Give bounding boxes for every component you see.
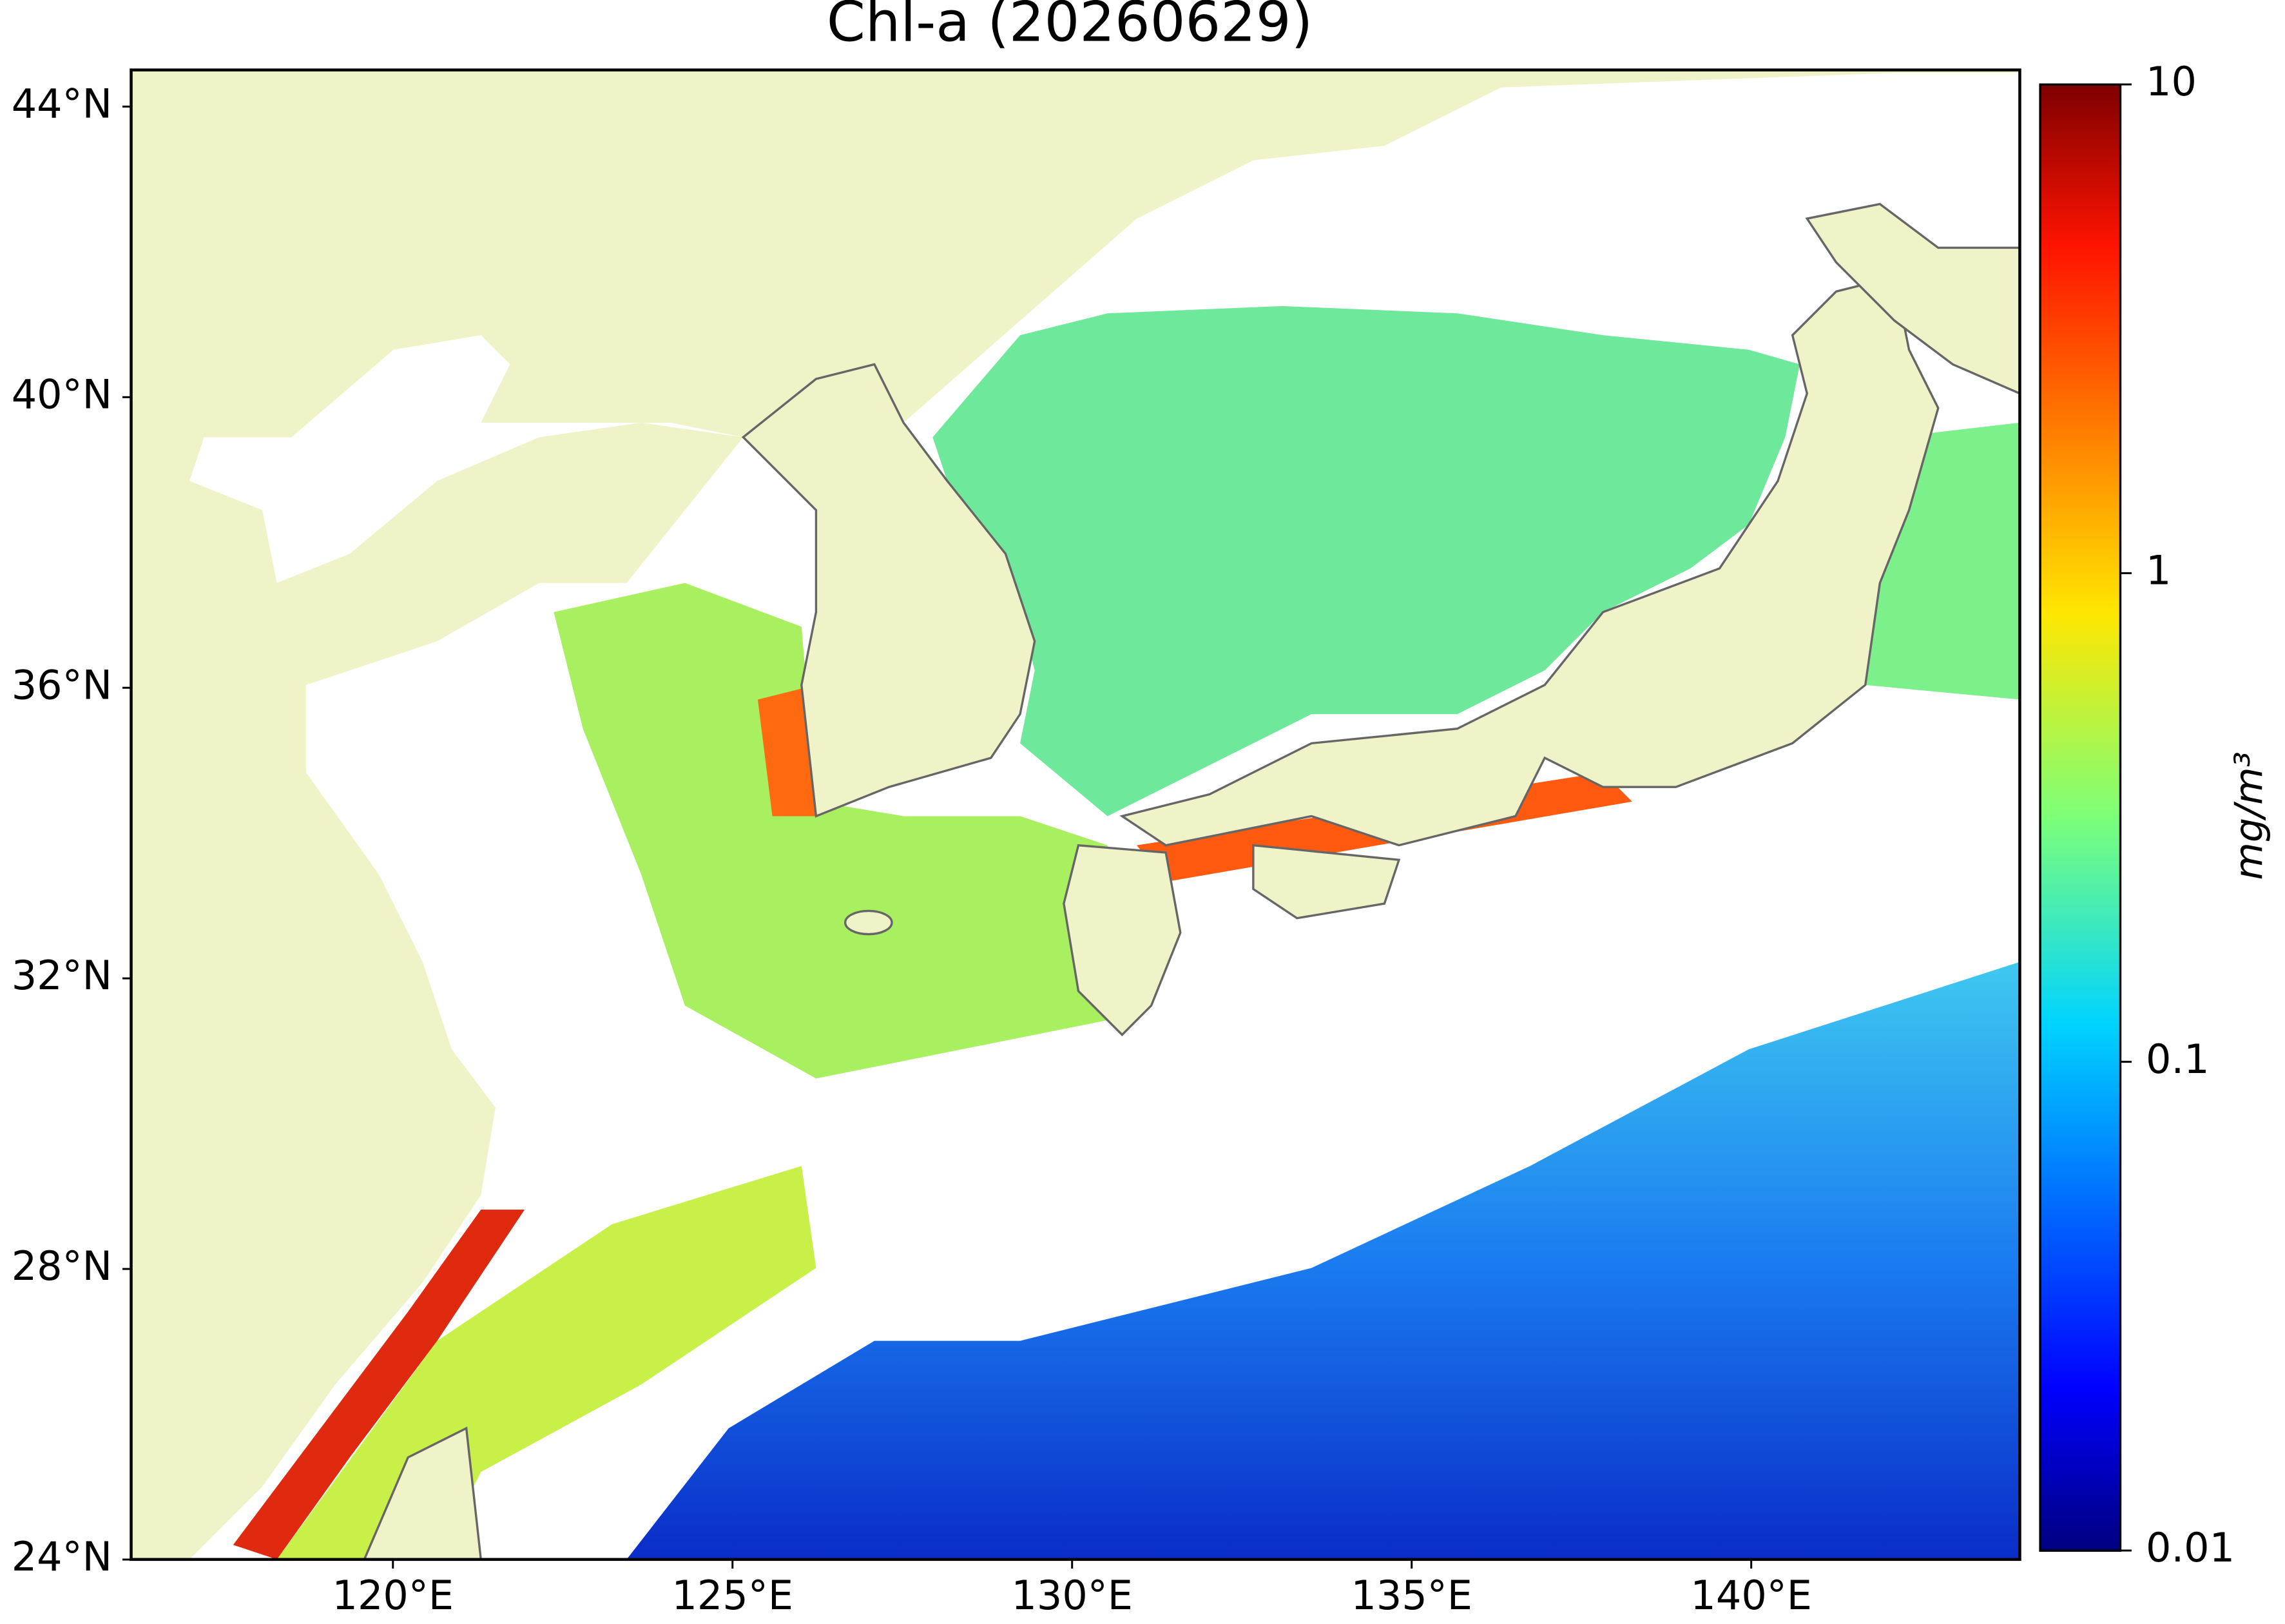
- honshu: [1119, 275, 1940, 847]
- hokkaido: [1805, 202, 2020, 395]
- jeju: [844, 909, 893, 936]
- colorbar: [2039, 83, 2122, 1552]
- y-tick-label: 24°N: [12, 1533, 112, 1580]
- x-tick-label: 125°E: [671, 1572, 793, 1619]
- taiwan: [363, 1426, 483, 1560]
- colorbar-tick-label: 0.01: [2146, 1524, 2235, 1571]
- shikoku: [1252, 844, 1401, 920]
- korea-coast-bloom: [757, 684, 816, 817]
- y-tick-label: 32°N: [12, 952, 112, 999]
- pacific: [626, 962, 2020, 1560]
- y-tick-label: 28°N: [12, 1242, 112, 1290]
- x-tick-label: 130°E: [1011, 1572, 1133, 1619]
- y-tick-label: 36°N: [12, 661, 112, 708]
- y-tick-label: 40°N: [12, 371, 112, 418]
- title: Chl-a (20260629): [827, 0, 1313, 54]
- kyushu: [1063, 844, 1182, 1037]
- korea: [741, 363, 1036, 818]
- sea-of-japan: [932, 305, 1800, 817]
- colorbar-tick-label: 0.1: [2146, 1036, 2210, 1083]
- x-tick-label: 140°E: [1690, 1572, 1812, 1619]
- colorbar-label: mg/m³: [2227, 751, 2272, 880]
- map-frame: [130, 68, 2021, 1561]
- colorbar-tick-label: 10: [2146, 58, 2197, 105]
- east-china-sea: [554, 583, 1108, 1079]
- map-image: [130, 68, 2122, 1561]
- colorbar-tick-label: 1: [2146, 546, 2171, 594]
- coastal-bloom: [233, 1210, 525, 1560]
- x-tick-label: 135°E: [1351, 1572, 1472, 1619]
- x-tick-label: 120°E: [333, 1572, 454, 1619]
- y-tick-label: 44°N: [12, 80, 112, 127]
